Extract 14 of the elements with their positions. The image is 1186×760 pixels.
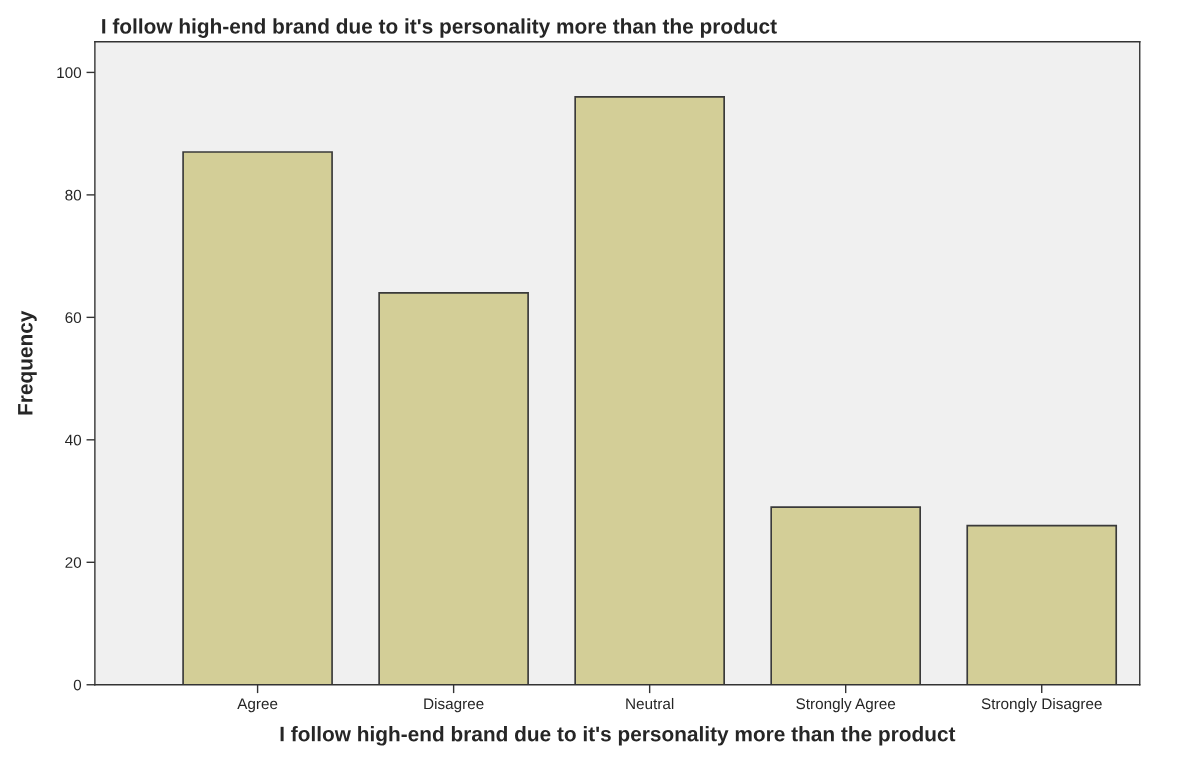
y-tick-label: 20 xyxy=(65,557,82,568)
x-axis-title: I follow high-end brand due to it's personality more than the product xyxy=(280,726,956,746)
x-tick-label: Agree xyxy=(237,698,278,713)
y-tick-label: 60 xyxy=(65,312,82,324)
y-tick-label: 0 xyxy=(73,679,82,691)
y-tick-label: 80 xyxy=(65,189,82,201)
y-axis-title: Frequency xyxy=(18,310,37,415)
x-tick-label: Neutral xyxy=(626,697,674,710)
x-tick-label: Strongly Agree xyxy=(796,697,896,713)
chart-title: I follow high-end brand due to it's personality more than the product xyxy=(102,18,777,38)
y-tick-label: 100 xyxy=(57,67,82,79)
x-tick-label: Disagree xyxy=(424,697,484,713)
x-tick-label: Strongly Disagree xyxy=(981,697,1102,713)
y-tick-label: 40 xyxy=(65,434,82,446)
